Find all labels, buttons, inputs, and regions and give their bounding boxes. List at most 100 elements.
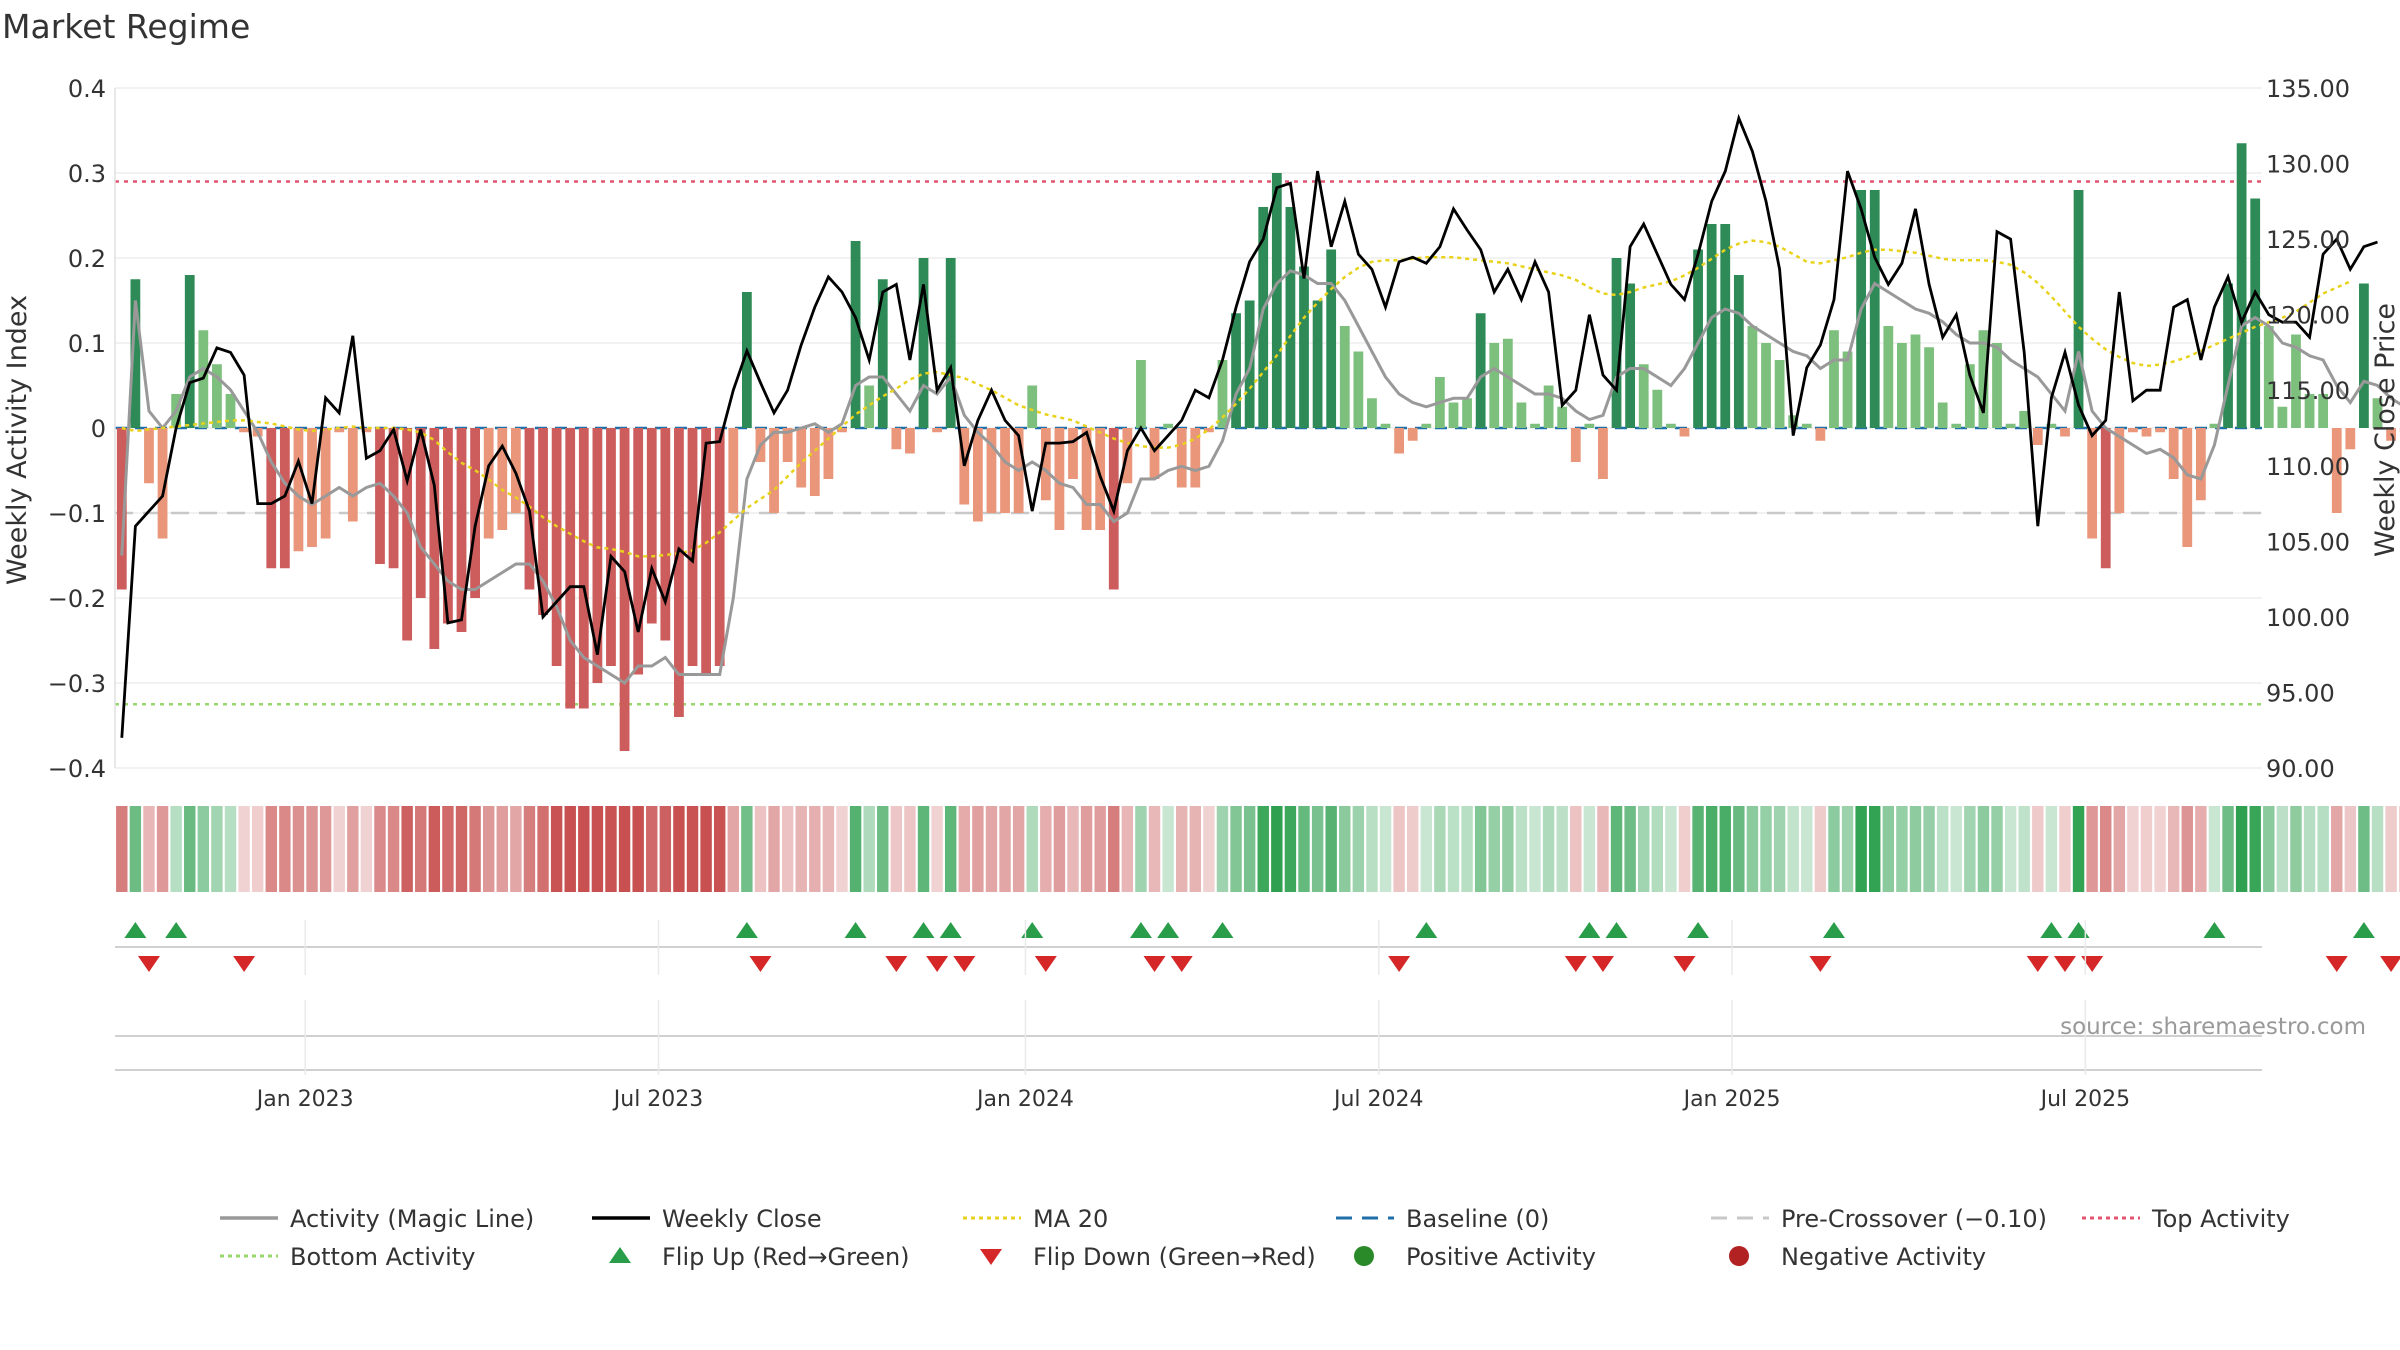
activity-bar [877, 279, 888, 428]
activity-bar [2019, 411, 2030, 428]
activity-bar [1516, 402, 1527, 428]
regime-cell [1977, 806, 1990, 892]
activity-bar [1312, 300, 1323, 428]
activity-bar [1693, 249, 1703, 428]
activity-bar [1190, 428, 1201, 488]
regime-cell [251, 806, 264, 892]
activity-bar [429, 428, 440, 649]
activity-bar [1951, 423, 1962, 428]
regime-cell [1583, 806, 1596, 892]
regime-cell [1733, 806, 1745, 892]
activity-bar [565, 428, 576, 709]
right-tick-label: 135.00 [2266, 75, 2350, 103]
regime-cell [985, 806, 998, 892]
regime-cell [999, 806, 1011, 892]
flip-up-marker [2352, 922, 2375, 938]
left-tick-label: −0.3 [48, 670, 106, 698]
activity-bar [130, 279, 141, 428]
activity-bar [1475, 313, 1486, 428]
activity-bar [1000, 428, 1010, 513]
activity-bar [1339, 326, 1350, 428]
flip-up-marker [2203, 922, 2226, 938]
regime-cell [1665, 806, 1677, 892]
regime-cell [849, 806, 862, 892]
x-tick-label: Jan 2024 [975, 1087, 1074, 1112]
regime-cell [238, 806, 250, 892]
activity-bar [1530, 423, 1540, 428]
regime-cell [1461, 806, 1473, 892]
regime-cell [1909, 806, 1922, 892]
regime-cell [618, 806, 631, 892]
regime-cell [1203, 806, 1215, 892]
activity-bar [456, 428, 467, 632]
regime-cell [1638, 806, 1650, 892]
activity-bar [1299, 266, 1309, 428]
legend-label: Pre-Crossover (−0.10) [1781, 1205, 2047, 1233]
right-tick-label: 120.00 [2266, 302, 2350, 330]
regime-cell [1882, 806, 1895, 892]
regime-cell [1447, 806, 1460, 892]
regime-cell [1991, 806, 2003, 892]
flip-down-marker [1388, 956, 1411, 972]
regime-cell [211, 806, 223, 892]
regime-cell [646, 806, 658, 892]
activity-bar [1054, 428, 1065, 530]
activity-bar [225, 394, 236, 428]
regime-cell [1243, 806, 1256, 892]
regime-cell [1298, 806, 1310, 892]
activity-bar [1570, 428, 1581, 462]
left-tick-label: 0.3 [68, 160, 106, 188]
regime-cell [2290, 806, 2302, 892]
regime-cell [2140, 806, 2153, 892]
regime-cell [944, 806, 957, 892]
regime-cell [143, 806, 155, 892]
activity-bar [918, 258, 929, 428]
activity-bar [972, 428, 983, 522]
regime-cell [387, 806, 400, 892]
activity-bar [1176, 428, 1187, 488]
regime-cell [1950, 806, 1962, 892]
activity-bar [1421, 423, 1432, 428]
regime-cell [904, 806, 916, 892]
flip-down-marker [926, 956, 949, 972]
activity-bar [1258, 207, 1269, 428]
regime-cell [1434, 806, 1446, 892]
flip-up-marker [1578, 922, 1601, 938]
regime-cell [1488, 806, 1500, 892]
activity-bar [157, 428, 168, 539]
regime-cell [1339, 806, 1351, 892]
flip-down-marker [1809, 956, 1832, 972]
activity-bar [1978, 330, 1989, 428]
regime-cell [2181, 806, 2193, 892]
activity-bar [809, 428, 820, 496]
regime-cell [482, 806, 495, 892]
regime-cell [496, 806, 508, 892]
activity-bar [633, 428, 644, 675]
activity-bar [646, 428, 657, 624]
regime-cell [1121, 806, 1134, 892]
activity-bar [1638, 364, 1649, 428]
activity-bar [674, 428, 684, 717]
regime-cell [972, 806, 984, 892]
regime-cell [2100, 806, 2112, 892]
flip-down-marker [233, 956, 256, 972]
flip-down-marker [1143, 956, 1166, 972]
regime-cell [1855, 806, 1867, 892]
right-tick-label: 100.00 [2266, 604, 2350, 632]
regime-cell [1936, 806, 1949, 892]
activity-bar [2046, 423, 2057, 428]
regime-cell [1515, 806, 1528, 892]
regime-cell [401, 806, 413, 892]
regime-cell [2385, 806, 2397, 892]
activity-bar [402, 428, 413, 641]
activity-bar [1367, 398, 1377, 428]
activity-bar [334, 428, 345, 433]
regime-cell [2358, 806, 2370, 892]
x-tick-label: Jul 2023 [612, 1087, 704, 1112]
flip-up-marker [912, 922, 935, 938]
activity-bar [687, 428, 698, 666]
activity-bar [1801, 423, 1812, 428]
activity-bar [1285, 207, 1296, 428]
flip-up-marker [939, 922, 962, 938]
flip-up-marker [844, 922, 867, 938]
